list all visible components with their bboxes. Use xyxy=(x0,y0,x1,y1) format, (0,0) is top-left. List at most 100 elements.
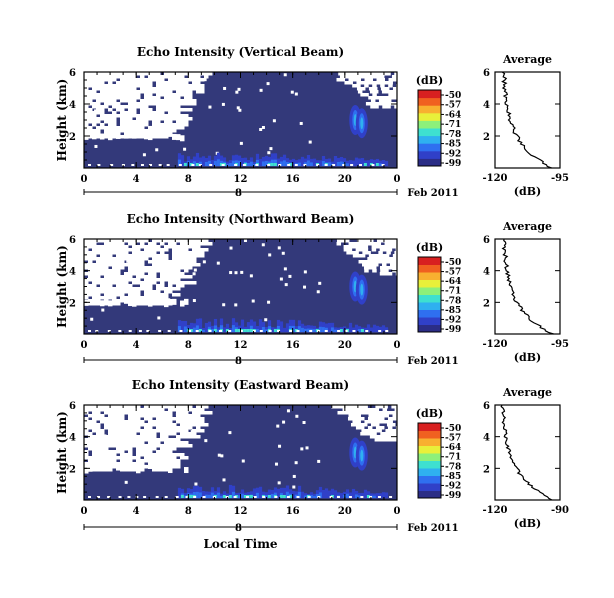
x-tick-label: 0 xyxy=(394,340,401,351)
profile-x-label: (dB) xyxy=(514,351,541,364)
colorbar-tick-label: -92 xyxy=(445,149,461,159)
colorbar-tick-label: -71 xyxy=(445,453,461,463)
x-tick-label: 12 xyxy=(234,340,248,351)
colorbar-segment xyxy=(418,272,441,280)
profile-x-tick-label: -120 xyxy=(482,505,507,516)
colorbar-frame xyxy=(417,256,442,333)
colorbar-tick-label: -57 xyxy=(445,101,461,111)
profile-y-tick-label: 4 xyxy=(483,100,490,111)
colorbar-segment xyxy=(418,302,441,310)
colorbar-segment xyxy=(418,112,441,121)
colorbar-segment xyxy=(418,158,441,167)
colorbar-segment xyxy=(418,97,441,106)
y-tick-label: 2 xyxy=(69,132,76,143)
colorbar-tick-label: -57 xyxy=(445,268,461,278)
profile-x-label: (dB) xyxy=(514,517,541,530)
colorbar-segment xyxy=(418,490,441,499)
y-tick-label: 4 xyxy=(69,433,76,444)
profile-x-tick-label: -95 xyxy=(551,339,569,350)
colorbar-tick-label: -99 xyxy=(445,325,461,335)
x-tick-label: 16 xyxy=(286,340,300,351)
colorbar-segment xyxy=(418,287,441,295)
colorbar-segment xyxy=(418,264,441,273)
colorbar-segment xyxy=(418,135,441,144)
colorbar-tick-label: -64 xyxy=(445,277,461,287)
colorbar-segment xyxy=(418,324,441,333)
colorbar-frame xyxy=(417,422,442,499)
x-tick-label: 4 xyxy=(133,340,140,351)
missing-data-region xyxy=(84,72,402,157)
colorbar-segment xyxy=(418,128,441,137)
colorbar-tick-label: -85 xyxy=(445,140,461,150)
x-tick-label: 0 xyxy=(81,174,88,185)
x-axis-label: Local Time xyxy=(203,537,277,551)
colorbar-unit: (dB) xyxy=(416,407,443,420)
colorbar-unit: (dB) xyxy=(416,74,443,87)
date-day-label: 8 xyxy=(235,188,242,199)
colorbar-tick-label: -99 xyxy=(445,491,461,501)
profile-line xyxy=(500,404,553,501)
colorbar-tick-label: -50 xyxy=(445,91,461,101)
x-tick-label: 20 xyxy=(338,340,352,351)
colorbar-segment xyxy=(418,468,441,476)
colorbar-segment xyxy=(418,120,441,129)
date-label: Feb 2011 xyxy=(407,188,458,199)
panel-title: Echo Intensity (Vertical Beam) xyxy=(137,45,344,59)
echo-band xyxy=(88,437,393,498)
y-tick-label: 6 xyxy=(69,401,76,412)
colorbar-segment xyxy=(418,257,441,265)
y-axis-label: Height (km) xyxy=(55,79,69,162)
colorbar-tick-label: -64 xyxy=(445,443,461,453)
profile-frame xyxy=(494,71,561,169)
colorbar-segment xyxy=(418,438,441,446)
y-tick-label: 6 xyxy=(69,235,76,246)
colorbar-tick-label: -78 xyxy=(445,296,461,306)
x-tick-label: 4 xyxy=(133,506,140,517)
y-tick-label: 2 xyxy=(69,464,76,475)
colorbar-tick-label: -50 xyxy=(445,258,461,268)
profile-y-tick-label: 2 xyxy=(483,464,490,475)
profile-line xyxy=(501,238,554,335)
profile-y-tick-label: 4 xyxy=(483,267,490,278)
y-axis-label: Height (km) xyxy=(55,411,69,494)
colorbar-tick-label: -85 xyxy=(445,472,461,482)
colorbar-tick-label: -50 xyxy=(445,424,461,434)
panel-title: Echo Intensity (Eastward Beam) xyxy=(132,378,349,392)
colorbar-segment xyxy=(418,105,441,114)
x-tick-label: 16 xyxy=(286,174,300,185)
colorbar-segment xyxy=(418,475,441,484)
date-label: Feb 2011 xyxy=(407,356,458,367)
profile-frame xyxy=(494,404,561,501)
x-tick-label: 0 xyxy=(394,174,401,185)
profile-title: Average xyxy=(502,53,552,66)
profile-line xyxy=(501,71,552,169)
colorbar-segment xyxy=(418,90,441,99)
colorbar-tick-label: -99 xyxy=(445,159,461,169)
y-tick-label: 2 xyxy=(69,298,76,309)
x-tick-label: 8 xyxy=(185,506,192,517)
x-tick-label: 12 xyxy=(234,174,248,185)
x-tick-label: 0 xyxy=(81,506,88,517)
colorbar-segment xyxy=(418,445,441,454)
y-tick-label: 4 xyxy=(69,267,76,278)
colorbar-tick-label: -71 xyxy=(445,120,461,130)
profile-y-tick-label: 6 xyxy=(483,401,490,412)
y-tick-label: 6 xyxy=(69,68,76,79)
profile-x-tick-label: -95 xyxy=(551,173,569,184)
colorbar-segment xyxy=(418,309,441,318)
colorbar-tick-label: -57 xyxy=(445,434,461,444)
date-label: Feb 2011 xyxy=(407,523,458,534)
profile-y-tick-label: 6 xyxy=(483,68,490,79)
y-tick-label: 4 xyxy=(69,100,76,111)
panel-title: Echo Intensity (Northward Beam) xyxy=(127,212,355,226)
colorbar-segment xyxy=(418,430,441,439)
profile-y-tick-label: 6 xyxy=(483,235,490,246)
colorbar-unit: (dB) xyxy=(416,241,443,254)
profile-x-label: (dB) xyxy=(514,185,541,198)
colorbar-segment xyxy=(418,483,441,491)
colorbar-tick-label: -85 xyxy=(445,306,461,316)
colorbar-tick-label: -64 xyxy=(445,110,461,120)
x-tick-label: 8 xyxy=(185,340,192,351)
date-day-label: 8 xyxy=(235,356,242,367)
